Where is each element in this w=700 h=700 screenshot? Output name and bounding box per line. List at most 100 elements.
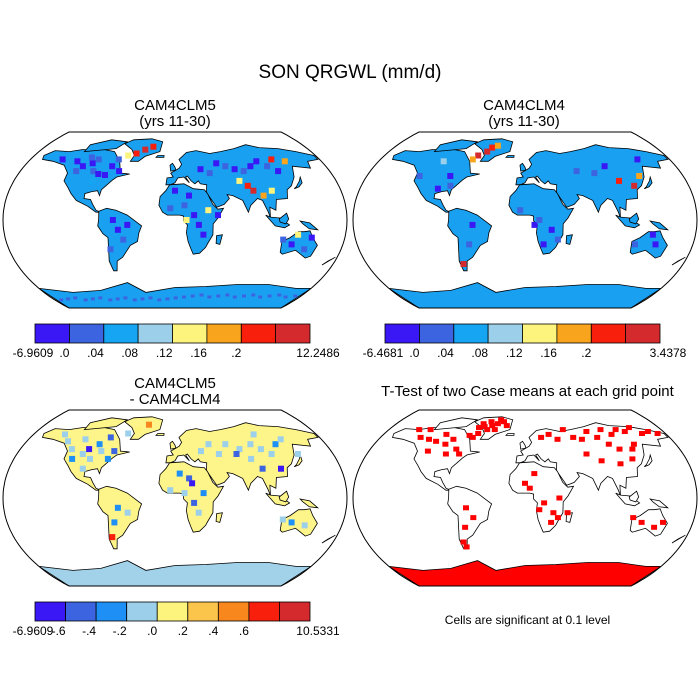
significant-cell xyxy=(583,451,590,457)
significant-cell xyxy=(526,485,533,491)
anomaly-cell xyxy=(73,296,78,300)
anomaly-cell xyxy=(183,217,190,223)
colorbar-label: .04 xyxy=(437,346,454,360)
panel-3-title-line2: - CAM4CLM4 xyxy=(129,391,221,408)
anomaly-cell xyxy=(82,436,89,443)
anomaly-cell xyxy=(215,212,221,219)
anomaly-cell xyxy=(200,231,207,238)
anomaly-cell xyxy=(247,441,254,448)
significant-cell xyxy=(616,446,623,452)
anomaly-cell xyxy=(283,295,288,299)
anomaly-cell xyxy=(213,160,220,167)
continent-uk xyxy=(169,440,177,450)
continent-uk xyxy=(519,440,527,450)
anomaly-cell xyxy=(250,187,257,194)
colorbar-swatch xyxy=(590,323,627,344)
significant-cell xyxy=(629,456,636,462)
anomaly-cell xyxy=(308,234,315,241)
colorbar-label: 3.4378 xyxy=(650,346,687,360)
anomaly-cell xyxy=(65,438,71,445)
continent-arctic-islands xyxy=(433,139,479,153)
anomaly-cell xyxy=(225,293,230,297)
significant-cell xyxy=(629,446,636,452)
anomaly-cell xyxy=(295,451,301,457)
continent-africa xyxy=(508,461,575,533)
significant-cell xyxy=(443,431,450,437)
colorbar-swatch xyxy=(95,601,128,622)
anomaly-cell xyxy=(258,295,263,299)
anomaly-cell xyxy=(90,168,97,175)
anomaly-cell xyxy=(260,192,267,199)
colorbar-label: -.2 xyxy=(113,624,127,638)
significant-cell xyxy=(463,505,469,511)
continent-new-guinea xyxy=(649,498,670,509)
continent-north-america xyxy=(391,427,480,491)
continent-indonesia xyxy=(615,492,641,507)
anomaly-cell xyxy=(98,448,105,455)
anomaly-cell xyxy=(95,171,102,177)
anomaly-cell xyxy=(165,297,170,301)
anomaly-cell xyxy=(114,226,121,233)
significant-cell xyxy=(612,427,619,433)
significant-cell xyxy=(556,495,563,501)
continent-borneo xyxy=(628,212,640,225)
continent-antarctica xyxy=(38,282,313,308)
continent-indonesia xyxy=(265,492,291,507)
anomaly-cell xyxy=(90,297,95,301)
continent-indonesia xyxy=(265,214,291,229)
map-boundary xyxy=(352,409,698,587)
anomaly-cell xyxy=(268,156,275,163)
anomaly-cell xyxy=(96,441,103,448)
anomaly-cell xyxy=(447,173,454,179)
anomaly-cell xyxy=(191,212,198,219)
colorbar-label: .2 xyxy=(231,346,241,360)
anomaly-cell xyxy=(573,168,580,175)
anomaly-cell xyxy=(460,261,467,267)
anomaly-cell xyxy=(95,156,102,163)
continent-borneo xyxy=(278,212,290,225)
anomaly-cell xyxy=(109,534,116,541)
significant-cell xyxy=(538,434,545,440)
anomaly-cell xyxy=(267,294,272,298)
panel-3-title-line1: CAM4CLM5 xyxy=(134,375,216,392)
anomaly-cell xyxy=(232,295,237,299)
panel-4-title: T-Test of two Case means at each grid po… xyxy=(355,384,700,400)
anomaly-cell xyxy=(98,296,103,300)
continent-madagascar xyxy=(565,234,573,245)
significant-cell xyxy=(554,515,561,521)
anomaly-cell xyxy=(189,480,196,487)
colorbar-cam4clm4: -6.4681 .0 .04 .08 .12 .16 .2 3.4378 xyxy=(363,323,687,360)
significant-cell xyxy=(489,423,496,429)
significant-cell xyxy=(598,458,605,464)
anomaly-cell xyxy=(69,455,76,462)
anomaly-cell xyxy=(108,298,113,302)
continent-new-zealand xyxy=(671,256,686,266)
anomaly-cell xyxy=(111,519,118,526)
anomaly-cell xyxy=(517,207,524,214)
significant-cell xyxy=(550,510,557,516)
significant-cell xyxy=(463,544,470,550)
significant-cell xyxy=(639,431,645,436)
anomaly-cell xyxy=(125,152,132,159)
panel-1-title: CAM4CLM5 (yrs 11-30) xyxy=(75,98,275,130)
significant-cell xyxy=(484,427,491,433)
anomaly-cell xyxy=(280,236,287,243)
map-boundary xyxy=(2,409,348,587)
continent-australia xyxy=(279,508,318,537)
colorbar-label: -6.9609 xyxy=(13,346,54,360)
colorbar-swatch xyxy=(419,323,455,344)
panel-2-title-line2: (yrs 11-30) xyxy=(488,113,560,130)
colorbar-swatch xyxy=(187,601,219,622)
significant-cell xyxy=(426,436,432,442)
significant-cell xyxy=(545,431,552,437)
significant-cell xyxy=(541,500,548,506)
significant-cell xyxy=(462,524,469,530)
significant-cell xyxy=(536,507,543,513)
anomaly-cell xyxy=(275,168,282,175)
anomaly-cell xyxy=(489,144,496,151)
anomaly-cell xyxy=(466,241,473,248)
significant-cell xyxy=(617,461,624,467)
anomaly-cell xyxy=(182,295,186,299)
anomaly-cell xyxy=(469,156,476,163)
anomaly-cell xyxy=(244,182,251,189)
